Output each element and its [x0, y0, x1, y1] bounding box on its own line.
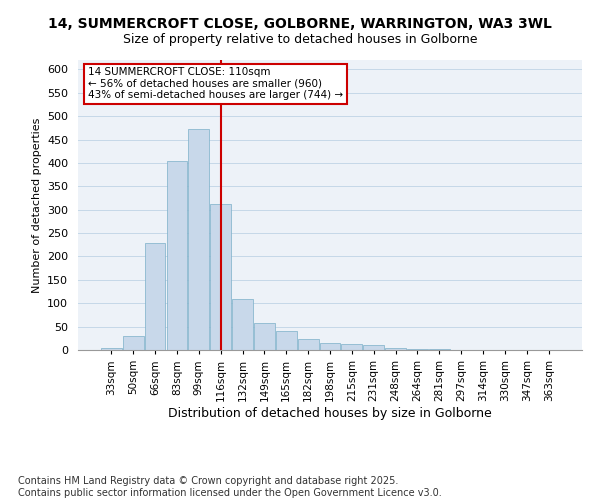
- Bar: [364, 346, 384, 350]
- Bar: [341, 344, 362, 350]
- Bar: [298, 339, 319, 350]
- Text: 14, SUMMERCROFT CLOSE, GOLBORNE, WARRINGTON, WA3 3WL: 14, SUMMERCROFT CLOSE, GOLBORNE, WARRING…: [48, 18, 552, 32]
- Text: Size of property relative to detached houses in Golborne: Size of property relative to detached ho…: [123, 32, 477, 46]
- Bar: [429, 349, 450, 350]
- Text: Contains HM Land Registry data © Crown copyright and database right 2025.
Contai: Contains HM Land Registry data © Crown c…: [18, 476, 442, 498]
- Bar: [101, 348, 122, 350]
- Bar: [188, 129, 209, 350]
- Bar: [123, 336, 143, 350]
- Bar: [210, 204, 231, 350]
- Bar: [320, 343, 340, 350]
- Bar: [385, 348, 406, 350]
- Bar: [407, 349, 428, 350]
- X-axis label: Distribution of detached houses by size in Golborne: Distribution of detached houses by size …: [168, 406, 492, 420]
- Bar: [276, 332, 296, 350]
- Y-axis label: Number of detached properties: Number of detached properties: [32, 118, 41, 292]
- Bar: [254, 324, 275, 350]
- Bar: [167, 160, 187, 350]
- Bar: [145, 244, 166, 350]
- Bar: [232, 298, 253, 350]
- Text: 14 SUMMERCROFT CLOSE: 110sqm
← 56% of detached houses are smaller (960)
43% of s: 14 SUMMERCROFT CLOSE: 110sqm ← 56% of de…: [88, 67, 343, 100]
